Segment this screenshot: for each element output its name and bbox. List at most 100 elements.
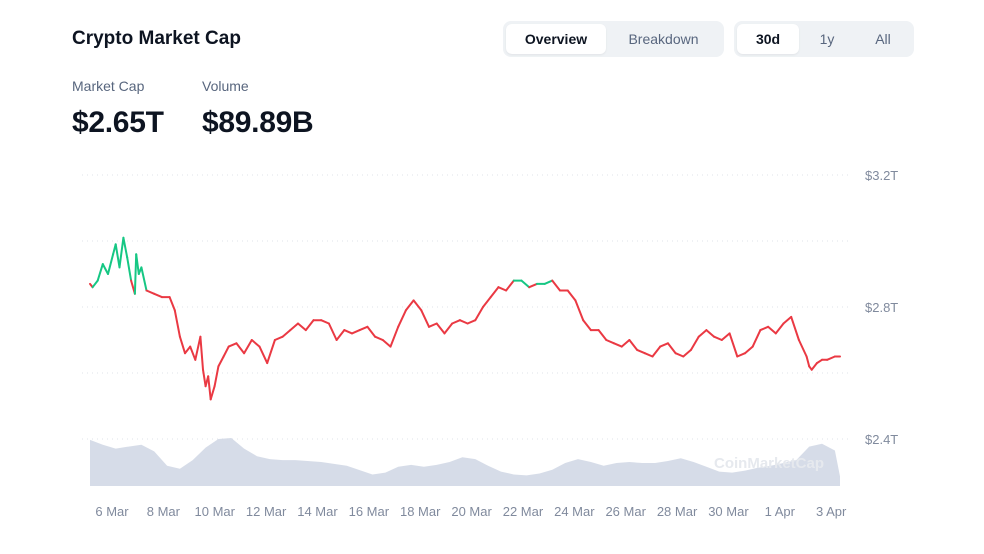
x-tick-label: 10 Mar: [195, 504, 236, 519]
price-line-segment: [96, 263, 104, 282]
price-line-segment: [343, 329, 353, 335]
volume-label: Volume: [202, 78, 249, 94]
price-line-segment: [358, 325, 369, 332]
price-line-segment: [659, 342, 669, 348]
price-line-segment: [451, 319, 461, 325]
x-tick-label: 24 Mar: [554, 504, 595, 519]
price-line-segment: [566, 289, 577, 302]
price-line-segment: [443, 322, 454, 335]
price-line-segment: [458, 319, 469, 325]
y-tick-label: $3.2T: [865, 168, 898, 183]
price-line-segment: [774, 322, 785, 335]
price-line-segment: [736, 352, 746, 358]
price-line-segment: [505, 279, 515, 292]
price-line-segment: [114, 243, 121, 269]
y-tick-label: $2.4T: [865, 432, 898, 447]
price-line-segment: [209, 385, 216, 401]
x-tick-label: 6 Mar: [95, 504, 129, 519]
x-tick-label: 30 Mar: [708, 504, 749, 519]
grid-lines: [82, 174, 848, 440]
price-line-segment: [184, 345, 192, 355]
price-line-segment: [815, 358, 823, 365]
price-line-segment: [605, 339, 615, 345]
price-line-segment: [428, 322, 438, 328]
price-line-segment: [304, 319, 315, 332]
price-line-segment: [482, 296, 492, 308]
price-line-segment: [435, 322, 446, 335]
price-line-segment: [705, 329, 716, 338]
y-axis: $3.2T $2.8T $2.4T: [865, 168, 898, 447]
price-line-segment: [168, 296, 176, 312]
price-line-segment: [140, 266, 148, 292]
price-line-segment: [178, 335, 186, 355]
volume-area-shape: [90, 438, 840, 486]
price-line-segment: [713, 335, 723, 341]
price-line-segment: [636, 348, 646, 355]
price-line-segment: [810, 362, 818, 371]
price-line-segment: [297, 322, 307, 332]
y-tick-label: $2.8T: [865, 300, 898, 315]
range-all-button[interactable]: All: [875, 31, 891, 47]
price-line-segment: [613, 342, 623, 348]
price-line-segment: [404, 299, 415, 312]
price-line-segment: [222, 345, 230, 358]
price-line-segment: [720, 332, 731, 341]
range-1y-button[interactable]: 1y: [819, 31, 835, 47]
tab-breakdown[interactable]: Breakdown: [628, 31, 699, 47]
market-cap-label: Market Cap: [72, 78, 145, 94]
x-axis: 6 Mar 8 Mar 10 Mar 12 Mar 14 Mar 16 Mar 18 Mar…: [95, 504, 847, 519]
price-line-segment: [797, 339, 808, 358]
price-line-segment: [153, 292, 163, 299]
price-line-segment: [574, 299, 585, 322]
price-line-segment: [674, 352, 685, 358]
volume-area: [90, 438, 840, 486]
x-tick-label: 16 Mar: [349, 504, 390, 519]
price-line-segment: [474, 306, 484, 322]
volume-stat: Volume $89.89B: [202, 78, 314, 140]
tab-overview[interactable]: Overview: [506, 24, 606, 54]
price-line-segment: [126, 256, 133, 282]
price-line-segment: [790, 315, 800, 341]
price-line-segment: [217, 355, 225, 368]
price-line-segment: [258, 345, 269, 365]
volume-value: $89.89B: [202, 106, 314, 139]
price-line-segment: [582, 319, 592, 332]
page-title: Crypto Market Cap: [72, 28, 241, 49]
x-tick-label: 3 Apr: [816, 504, 847, 519]
view-switcher: Overview Breakdown: [503, 21, 724, 57]
price-line-segment: [194, 335, 202, 361]
price-line-segment: [207, 375, 212, 401]
price-line-segment: [489, 286, 500, 299]
price-line-segment: [250, 339, 261, 348]
price-line-segment: [381, 339, 392, 348]
price-line-segment: [145, 289, 156, 295]
price-line-segment: [643, 352, 654, 358]
price-line-segment: [213, 365, 220, 388]
price-line-segment: [91, 279, 99, 289]
x-tick-label: 12 Mar: [246, 504, 287, 519]
price-line-segment: [227, 342, 238, 348]
price-line-segment: [551, 279, 561, 292]
x-tick-label: 26 Mar: [605, 504, 646, 519]
price-line-segment: [374, 335, 384, 341]
price-line-segment: [543, 279, 554, 285]
price-line-segment: [122, 236, 129, 259]
price-line-segment: [520, 279, 531, 289]
price-line-segment: [273, 335, 284, 341]
price-line-segment: [466, 319, 477, 325]
price-line-segment: [620, 339, 631, 348]
price-line-segment: [767, 325, 777, 335]
x-tick-label: 8 Mar: [147, 504, 181, 519]
price-line-segment: [597, 329, 608, 341]
range-30d-button[interactable]: 30d: [737, 24, 799, 54]
price-line-segment: [366, 325, 377, 338]
price-line: [89, 236, 841, 401]
price-line-segment: [666, 342, 677, 355]
price-line-segment: [335, 329, 346, 341]
x-tick-label: 22 Mar: [503, 504, 544, 519]
price-line-segment: [235, 342, 246, 355]
price-line-segment: [320, 319, 330, 325]
x-tick-label: 1 Apr: [765, 504, 796, 519]
price-line-segment: [118, 236, 125, 269]
